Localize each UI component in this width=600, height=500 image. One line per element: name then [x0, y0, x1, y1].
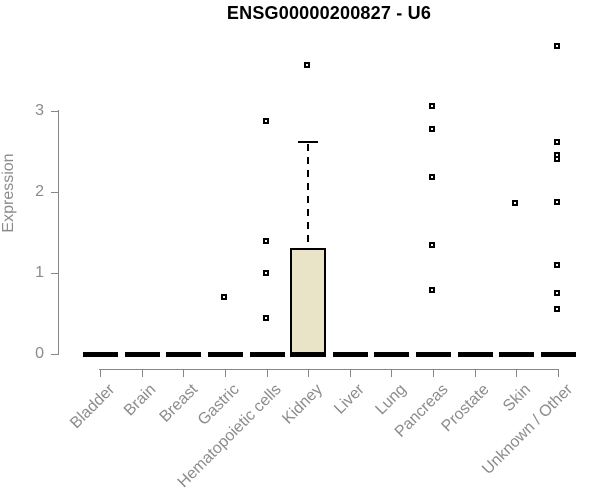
median-line: [457, 351, 493, 357]
y-tick-label: 1: [35, 263, 44, 281]
median-line: [166, 351, 202, 357]
x-axis-tick: [350, 369, 351, 377]
median-line: [124, 351, 160, 357]
y-axis-tick: [51, 192, 58, 193]
y-axis-tick: [51, 273, 58, 274]
outlier-point: [262, 238, 269, 245]
x-axis-tick: [100, 369, 101, 377]
outlier-point: [512, 200, 519, 207]
outlier-point: [429, 242, 436, 249]
x-axis-tick: [183, 369, 184, 377]
chart-title: ENSG00000200827 - U6: [226, 3, 432, 23]
x-axis-tick: [391, 369, 392, 377]
median-line: [249, 351, 285, 357]
outlier-point: [262, 118, 269, 125]
outlier-point: [220, 294, 227, 301]
x-axis-tick: [267, 369, 268, 377]
x-axis-line: [99, 369, 560, 370]
y-tick-label: 2: [35, 182, 44, 200]
y-axis-tick: [51, 354, 58, 355]
box-iqr: [290, 247, 327, 357]
x-tick-label: Breast: [156, 381, 202, 426]
outlier-point: [429, 286, 436, 293]
whisker-line: [307, 144, 310, 248]
median-line: [207, 351, 243, 357]
outlier-point: [304, 62, 311, 69]
outlier-point: [554, 261, 561, 268]
outlier-point: [554, 139, 561, 146]
x-axis-tick: [225, 369, 226, 377]
median-line: [541, 351, 577, 357]
whisker-cap: [298, 141, 319, 144]
outlier-point: [262, 269, 269, 276]
y-axis-tick: [51, 111, 58, 112]
outlier-point: [429, 174, 436, 181]
outlier-point: [554, 155, 561, 162]
y-tick-label: 0: [35, 344, 44, 362]
x-tick-label: Lung: [372, 381, 410, 419]
median-line: [291, 351, 327, 357]
outlier-point: [554, 43, 561, 49]
x-axis-tick: [558, 369, 559, 377]
median-line: [332, 351, 368, 357]
x-tick-label: Brain: [121, 381, 160, 420]
median-line: [499, 351, 535, 357]
x-axis-tick: [516, 369, 517, 377]
outlier-point: [262, 315, 269, 322]
x-axis-tick: [433, 369, 434, 377]
median-line: [416, 351, 452, 357]
outlier-point: [554, 306, 561, 313]
median-line: [83, 351, 118, 357]
x-axis-tick: [142, 369, 143, 377]
x-axis-tick: [475, 369, 476, 377]
median-line: [374, 351, 410, 357]
x-tick-label: Bladder: [66, 381, 119, 433]
y-axis-line: [58, 110, 59, 355]
x-tick-label: Liver: [331, 381, 368, 418]
outlier-point: [554, 199, 561, 206]
outlier-point: [429, 102, 436, 109]
x-axis-tick: [308, 369, 309, 377]
outlier-point: [429, 126, 436, 133]
outlier-point: [554, 290, 561, 297]
y-tick-label: 3: [35, 101, 44, 119]
x-tick-label: Kidney: [279, 381, 327, 428]
x-tick-label: Skin: [500, 381, 535, 416]
